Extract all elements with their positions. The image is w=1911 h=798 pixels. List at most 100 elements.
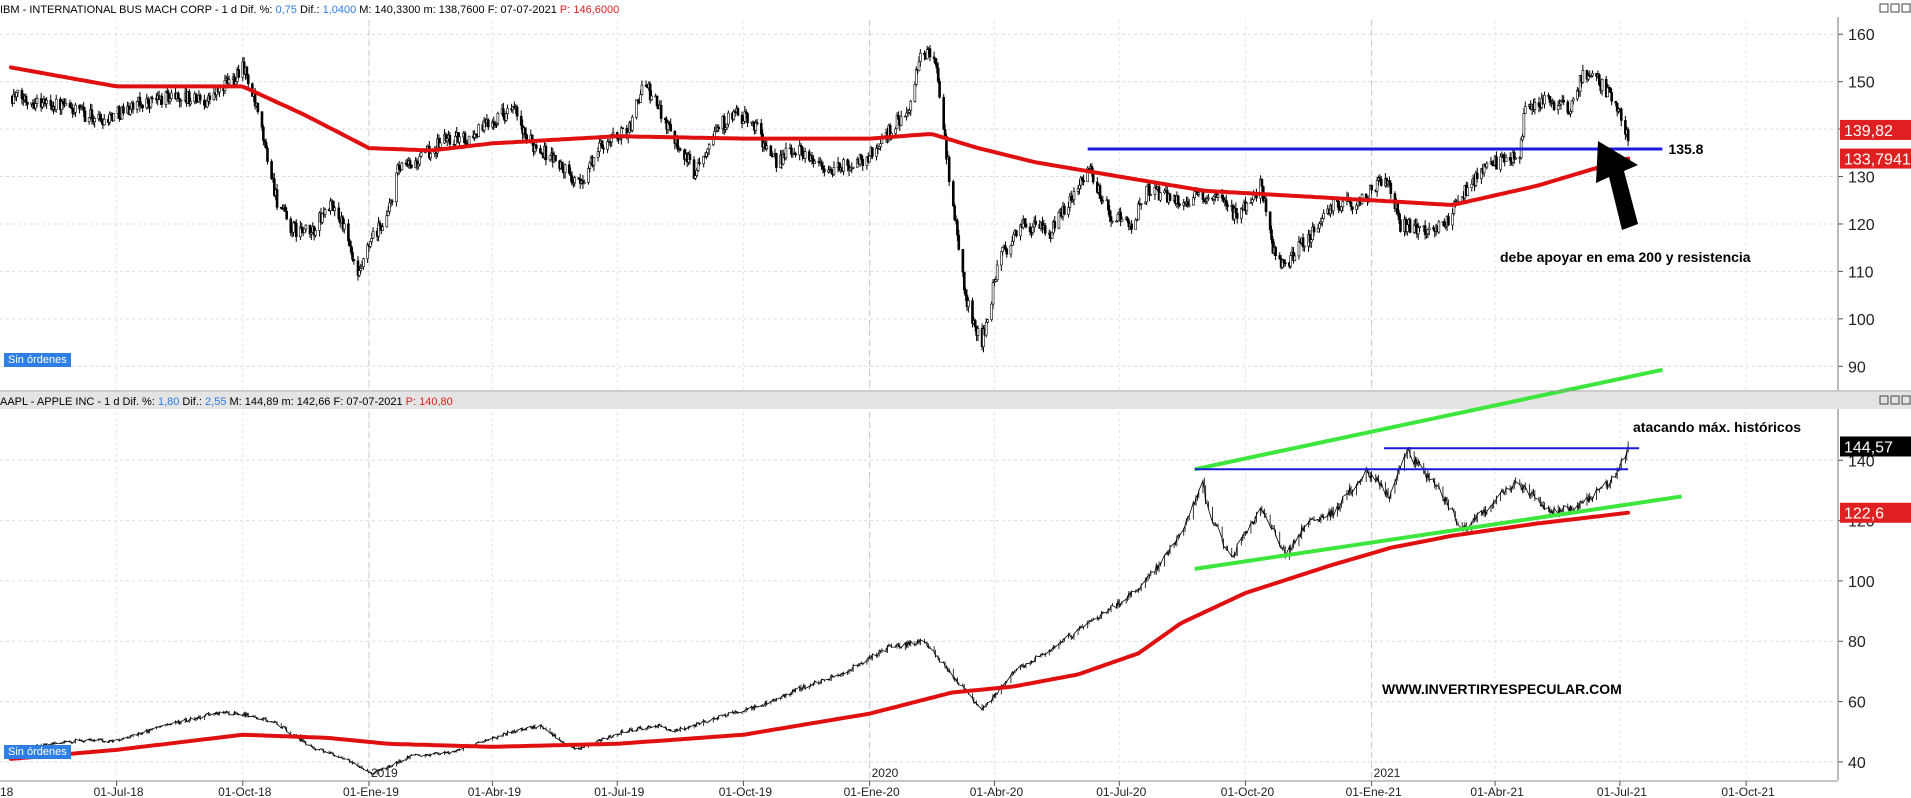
ibm-candle-body — [695, 170, 699, 176]
ibm-candle-body — [150, 97, 154, 100]
ibm-candle-body — [1523, 106, 1527, 114]
x-tick-label: 01-Abr-21 — [1470, 785, 1524, 798]
ibm-minimize-button[interactable] — [1879, 3, 1889, 13]
ibm-candle-body — [1137, 203, 1140, 220]
ibm-candle-body — [1293, 255, 1297, 261]
aapl-price-tag-label: 122,6 — [1844, 506, 1884, 523]
ibm-candle-body — [790, 147, 793, 155]
ibm-candle-body — [303, 228, 306, 234]
ibm-candle-body — [1019, 224, 1022, 237]
ibm-candle-body — [1495, 156, 1498, 170]
aapl-maximize-icon — [1890, 395, 1900, 405]
aapl-header-dif-pct-label: Dif. %: — [123, 396, 158, 408]
ibm-candle-body — [385, 215, 389, 228]
ibm-candle-body — [1245, 202, 1249, 212]
ibm-candle-body — [170, 92, 173, 100]
ibm-candle-body — [208, 95, 212, 100]
ibm-candle-body — [349, 245, 353, 253]
ibm-candle-body — [1063, 205, 1066, 215]
ibm-candle-body — [1533, 102, 1537, 110]
ibm-candle-body — [34, 103, 37, 109]
aapl-status-badge[interactable]: Sin órdenes — [4, 745, 71, 759]
ibm-candle-body — [942, 97, 945, 130]
ibm-candle-body — [408, 160, 412, 166]
ibm-candle-body — [851, 166, 855, 169]
ibm-candle-body — [1148, 184, 1151, 196]
aapl-y-tick-label: 60 — [1848, 695, 1866, 712]
ibm-candle-body — [122, 106, 125, 114]
ibm-candle-body — [179, 100, 183, 103]
aapl-panel: AAPL - APPLE INC - 1 d Dif. %: 1,80 Dif.… — [0, 367, 1911, 780]
ibm-candle-body — [1050, 232, 1054, 239]
ibm-candle-body — [1082, 180, 1085, 183]
ibm-candle-body — [1001, 246, 1004, 252]
ibm-candle-body — [164, 91, 168, 105]
ibm-candle-body — [759, 123, 763, 135]
ibm-candle-body — [1111, 220, 1114, 223]
ibm-candle-body — [679, 148, 682, 151]
ibm-candle-body — [1349, 201, 1353, 208]
ibm-candle-body — [525, 134, 529, 141]
ibm-candle-body — [1522, 113, 1526, 137]
aapl-header-interval: 1 d — [104, 396, 122, 408]
aapl-close-icon — [1901, 395, 1911, 405]
x-tick-label: 18 — [0, 785, 14, 798]
ibm-candle-body — [1598, 74, 1601, 86]
ibm-candle-body — [477, 124, 481, 137]
aapl-close-button[interactable] — [1901, 395, 1911, 405]
ibm-candle-body — [1355, 204, 1358, 210]
ibm-candle-body — [1193, 191, 1196, 199]
ibm-candle-body — [813, 160, 817, 164]
aapl-minimize-button[interactable] — [1879, 395, 1889, 405]
ibm-candle-body — [1134, 219, 1138, 230]
ibm-maximize-button[interactable] — [1890, 3, 1900, 13]
ibm-candle-body — [1466, 187, 1469, 196]
ibm-candle-body — [1283, 262, 1287, 265]
aapl-price-tag — [1840, 502, 1911, 523]
ibm-candle-body — [1004, 245, 1007, 250]
ibm-close-button[interactable] — [1901, 3, 1911, 13]
ibm-candle-body — [765, 145, 769, 149]
ibm-candle-body — [1619, 108, 1623, 121]
ibm-candle-body — [554, 154, 557, 162]
ibm-candle-body — [953, 205, 956, 221]
ibm-candle-body — [1031, 226, 1035, 233]
ibm-candle-body — [1491, 161, 1494, 166]
ibm-candle-body — [323, 209, 327, 215]
ibm-candle-body — [381, 226, 384, 231]
ibm-candle-body — [1234, 207, 1238, 214]
ibm-candle-body — [386, 211, 390, 216]
ibm-candle-body — [799, 145, 803, 148]
aapl-header-max: 144,89 — [245, 396, 282, 408]
ibm-price-tag — [1840, 119, 1911, 140]
ibm-candle-body — [1159, 192, 1162, 201]
ibm-candle-body — [1139, 203, 1143, 205]
ibm-candle-body — [650, 95, 653, 101]
ibm-candle-body — [1537, 102, 1541, 107]
ibm-candle-body — [1197, 192, 1201, 195]
aapl-y-tick-label: 140 — [1848, 453, 1875, 470]
ibm-candle-body — [913, 84, 917, 102]
aapl-header-dif-label: Dif.: — [182, 396, 205, 408]
ibm-candle-body — [351, 251, 354, 260]
ibm-candle-body — [1220, 194, 1224, 199]
ibm-status-badge[interactable]: Sin órdenes — [4, 353, 71, 367]
aapl-header-max-label: M: — [230, 396, 245, 408]
ibm-candle-body — [914, 69, 918, 85]
ibm-candle-body — [1106, 199, 1110, 211]
x-year-label: 2019 — [371, 766, 398, 780]
x-tick-label: 01-Ene-21 — [1346, 785, 1402, 798]
aapl-maximize-button[interactable] — [1890, 395, 1900, 405]
aapl-trend-line — [1194, 494, 1682, 571]
ibm-candle-body — [260, 111, 264, 128]
ibm-candle-body — [588, 162, 592, 169]
ibm-candle-body — [1009, 245, 1013, 255]
ibm-candle-body — [1080, 177, 1084, 181]
ibm-candle-body — [1397, 212, 1401, 221]
ibm-candle-body — [419, 152, 423, 157]
ibm-candle-body — [943, 129, 947, 137]
ibm-candle-body — [1437, 221, 1441, 233]
ibm-y-tick-label: 110 — [1848, 264, 1874, 281]
ibm-candle-body — [1412, 224, 1416, 233]
ibm-candle-body — [846, 159, 849, 166]
